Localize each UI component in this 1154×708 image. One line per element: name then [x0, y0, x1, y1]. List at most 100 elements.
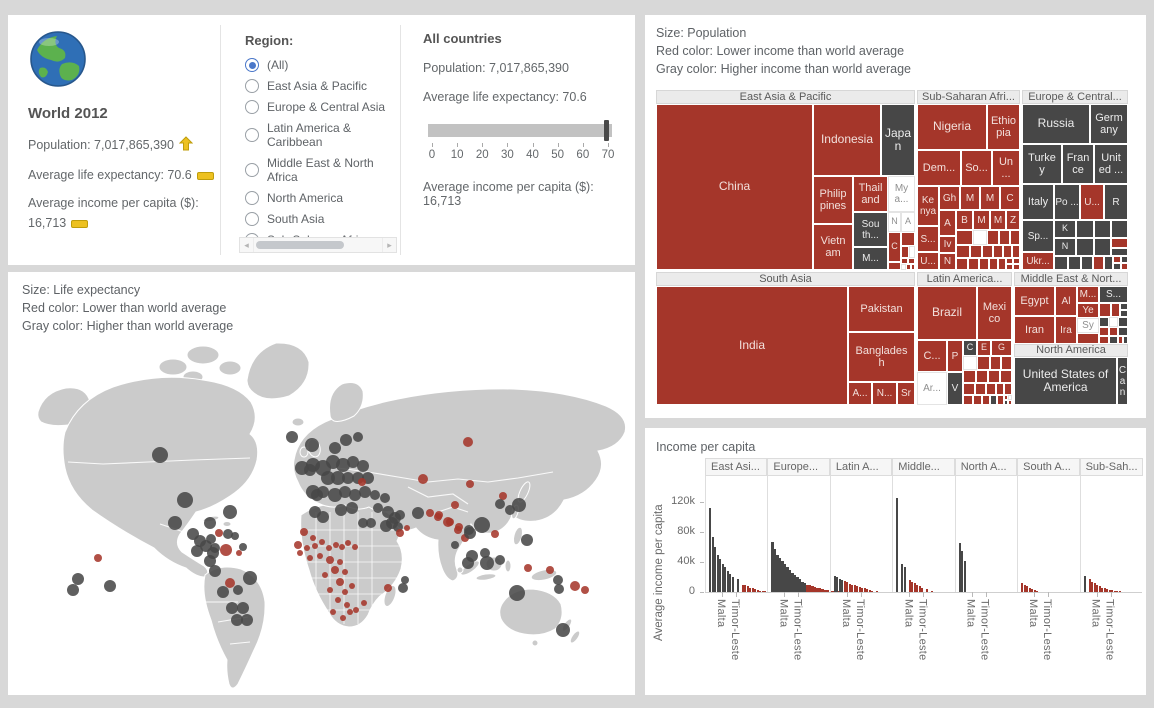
income-bar[interactable] — [958, 542, 961, 592]
income-bar[interactable] — [788, 570, 792, 592]
map-dot-red[interactable] — [215, 529, 223, 537]
region-option-south-asia[interactable]: South Asia — [245, 212, 400, 226]
income-bar[interactable] — [724, 567, 727, 592]
treemap-cell[interactable] — [901, 258, 908, 264]
map-dot-red[interactable] — [307, 555, 313, 561]
treemap-cell[interactable] — [990, 395, 997, 405]
treemap-cell[interactable] — [956, 258, 968, 270]
income-bar[interactable] — [908, 580, 911, 592]
map-dot-red[interactable] — [384, 584, 392, 592]
treemap-cell[interactable] — [1054, 256, 1068, 270]
map-dot-gray[interactable] — [233, 585, 243, 595]
treemap-cell-nigeria[interactable]: Nigeria — [917, 104, 987, 150]
income-bar[interactable] — [833, 575, 836, 592]
map-dot-gray[interactable] — [353, 432, 363, 442]
treemap-cell[interactable] — [999, 230, 1010, 245]
income-bar[interactable] — [806, 584, 809, 592]
treemap-cell[interactable] — [906, 264, 911, 270]
treemap-cell[interactable] — [1076, 238, 1094, 256]
treemap-cell-china[interactable]: China — [656, 104, 813, 270]
treemap-cell-n[interactable]: N... — [872, 382, 897, 405]
radio-icon[interactable] — [245, 128, 259, 142]
treemap-cell-un[interactable]: Un ... — [992, 150, 1020, 186]
treemap-cell[interactable] — [1109, 336, 1118, 344]
income-bar[interactable] — [1108, 589, 1111, 592]
income-bar[interactable] — [721, 563, 724, 592]
income-bar[interactable] — [843, 580, 846, 592]
income-bar[interactable] — [731, 577, 734, 592]
map-dot-gray[interactable] — [231, 532, 239, 540]
treemap-cell-ira[interactable]: Ira — [1055, 316, 1077, 344]
map-dot-red[interactable] — [335, 597, 341, 603]
map-dot-red[interactable] — [396, 529, 404, 537]
treemap-cell[interactable] — [1013, 258, 1020, 264]
treemap-cell-russia[interactable]: Russia — [1022, 104, 1090, 144]
map-dot-red[interactable] — [342, 569, 348, 575]
treemap-cell[interactable] — [963, 383, 975, 395]
map-dot-red[interactable] — [330, 609, 336, 615]
treemap-cell-m[interactable]: M... — [1077, 286, 1099, 303]
map-dot-red[interactable] — [236, 550, 242, 556]
map-dot-gray[interactable] — [177, 492, 193, 508]
map-dot-gray[interactable] — [358, 518, 368, 528]
map-dot-red[interactable] — [454, 526, 462, 534]
map-dot-gray[interactable] — [495, 555, 505, 565]
income-bar[interactable] — [1028, 587, 1031, 592]
treemap-cell[interactable] — [982, 395, 990, 405]
income-bar[interactable] — [729, 574, 732, 592]
map-dot-red[interactable] — [310, 535, 316, 541]
income-bar[interactable] — [711, 536, 714, 592]
map-dot-gray[interactable] — [412, 507, 424, 519]
map-dot-gray[interactable] — [401, 576, 409, 584]
treemap-cell[interactable] — [1109, 317, 1118, 327]
treemap-cell-s[interactable]: S... — [1099, 286, 1128, 303]
map-dot-gray[interactable] — [556, 623, 570, 637]
treemap-cell[interactable] — [993, 245, 1003, 258]
treemap-cell-a[interactable]: A — [901, 212, 915, 232]
income-bar[interactable] — [1083, 575, 1086, 592]
treemap-cell[interactable] — [1012, 245, 1020, 258]
income-bar[interactable] — [764, 591, 767, 592]
treemap-cell-dem[interactable]: Dem... — [917, 150, 961, 186]
treemap-cell-sou-th[interactable]: Sou th... — [853, 212, 888, 247]
treemap-cell-b[interactable]: B — [956, 210, 973, 230]
map-dot-red[interactable] — [524, 564, 532, 572]
treemap-cell[interactable] — [973, 230, 987, 245]
map-dot-red[interactable] — [322, 572, 328, 578]
treemap-cell-m[interactable]: M — [973, 210, 990, 230]
income-bar[interactable] — [759, 590, 762, 592]
map-dot-gray[interactable] — [451, 541, 459, 549]
map-dot-red[interactable] — [570, 581, 580, 591]
region-option-north-america[interactable]: North America — [245, 191, 400, 205]
income-bar[interactable] — [1021, 583, 1024, 592]
treemap-cell[interactable] — [901, 264, 906, 270]
treemap-cell[interactable] — [956, 245, 970, 258]
treemap-cell[interactable] — [1118, 327, 1128, 336]
map-dot-red[interactable] — [94, 554, 102, 562]
map-dot-red[interactable] — [304, 545, 310, 551]
treemap-cell-vietn-am[interactable]: Vietn am — [813, 224, 853, 270]
map-dot-gray[interactable] — [370, 490, 380, 500]
income-bar[interactable] — [786, 567, 789, 592]
map-dot-gray[interactable] — [304, 464, 316, 476]
treemap-cell[interactable] — [996, 383, 1004, 395]
map-dot-gray[interactable] — [305, 438, 319, 452]
treemap-cell[interactable] — [1099, 336, 1109, 344]
income-bar[interactable] — [771, 541, 774, 592]
map-dot-gray[interactable] — [237, 602, 249, 614]
map-dot-red[interactable] — [344, 602, 350, 608]
map-dot-gray[interactable] — [480, 556, 494, 570]
map-dot-gray[interactable] — [495, 499, 505, 509]
map-dot-gray[interactable] — [553, 575, 563, 585]
treemap-cell[interactable] — [1120, 303, 1128, 310]
horizontal-scrollbar[interactable]: ◂ ▸ — [239, 237, 397, 253]
map-dot-red[interactable] — [361, 600, 367, 606]
treemap-cell[interactable] — [977, 356, 990, 370]
treemap-cell-sp[interactable]: Sp... — [1022, 220, 1054, 252]
income-bar[interactable] — [761, 590, 764, 592]
income-bar[interactable] — [963, 560, 966, 592]
treemap-cell[interactable] — [956, 230, 973, 245]
map-dot-gray[interactable] — [217, 586, 229, 598]
treemap-cell[interactable] — [1004, 383, 1012, 395]
treemap-cell[interactable] — [976, 370, 988, 383]
